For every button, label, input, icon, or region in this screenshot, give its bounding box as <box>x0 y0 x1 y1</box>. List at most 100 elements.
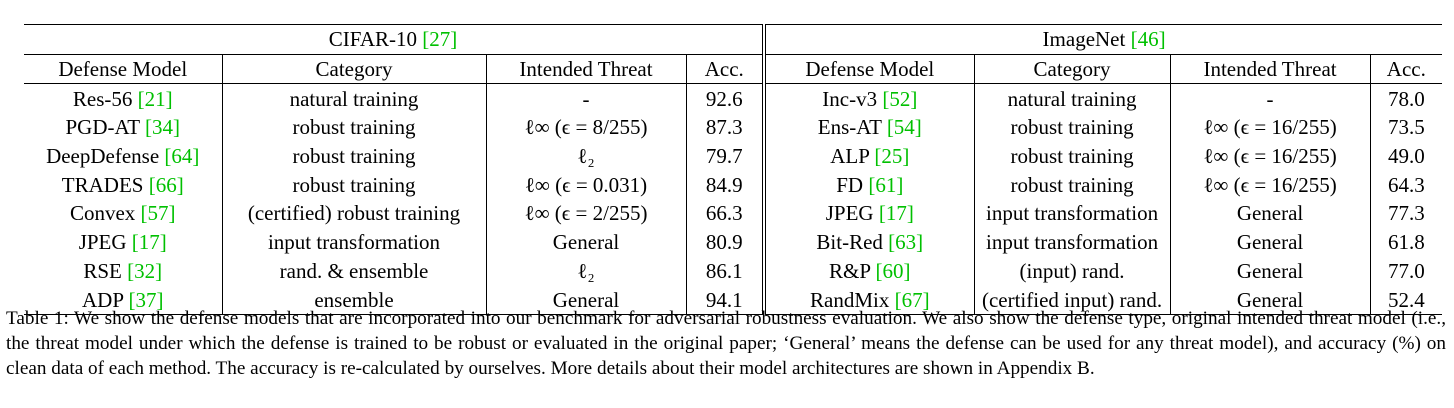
cell-defense-model-imagenet: Bit-Red [63] <box>762 227 975 257</box>
cell-intended-threat-text: ℓ₂ <box>577 258 595 283</box>
cell-acc-text: 80.9 <box>705 230 743 255</box>
cell-acc-imagenet: 77.3 <box>1369 199 1443 228</box>
caption-text: Table 1: We show the defense models that… <box>6 308 1446 379</box>
citation-link[interactable]: [52] <box>882 86 918 111</box>
cell-acc: 94.1 <box>685 285 765 315</box>
citation-link[interactable]: [63] <box>888 230 924 255</box>
cell-category: rand. & ensemble <box>221 256 486 286</box>
cell-category-imagenet: robust training <box>973 113 1171 142</box>
cell-intended-threat-text: General <box>552 230 620 255</box>
cell-acc: 80.9 <box>685 227 765 257</box>
citation-link[interactable]: [67] <box>894 287 930 312</box>
cell-defense-model-imagenet-text: FD <box>836 172 864 197</box>
table-row: TRADES [66] robust training ℓ∞ (ϵ = 0.031)… <box>24 170 1443 200</box>
cell-acc-imagenet: 78.0 <box>1369 83 1443 114</box>
cell-acc-imagenet: 73.5 <box>1369 113 1443 142</box>
cell-acc-text: 79.7 <box>705 144 743 169</box>
citation-link[interactable]: [60] <box>875 258 911 283</box>
cell-defense-model-imagenet: JPEG [17] <box>762 199 975 228</box>
citation-link[interactable]: [64] <box>164 144 200 169</box>
cell-category-imagenet-text: robust training <box>1010 144 1134 169</box>
cell-category-imagenet-text: input transformation <box>986 201 1159 226</box>
cell-intended-threat-imagenet-text: ℓ∞ (ϵ = 16/255) <box>1203 172 1337 197</box>
cell-acc-imagenet-text: 49.0 <box>1387 144 1425 169</box>
cell-acc-text: 94.1 <box>705 287 743 312</box>
cell-intended-threat-imagenet-text: - <box>1266 86 1274 111</box>
cell-defense-model-imagenet-text: Bit-Red <box>816 230 883 255</box>
cell-intended-threat-imagenet-text: General <box>1236 201 1304 226</box>
cell-acc: 84.9 <box>685 170 765 200</box>
citation-link[interactable]: [17] <box>878 201 914 226</box>
cell-acc-imagenet-text: 78.0 <box>1387 86 1425 111</box>
cell-acc-text: 87.3 <box>705 115 743 140</box>
cell-acc-imagenet-text: 52.4 <box>1387 287 1425 312</box>
cell-defense-model-text: DeepDefense <box>46 144 160 169</box>
defense-models-table: CIFAR-10 [27] ImageNet [46] Defense Mode… <box>24 24 1443 315</box>
cell-category-imagenet: robust training <box>973 170 1171 200</box>
table-row: DeepDefense [64] robust training ℓ₂ 79.7 ALP… <box>24 141 1443 171</box>
table-row: Res-56 [21] natural training - 92.6 Inc-v3 [… <box>24 83 1443 114</box>
col-header-defense-model-imagenet: Defense Model <box>762 53 975 84</box>
cell-category-text: (certified) robust training <box>247 201 461 226</box>
cell-defense-model-text: RSE <box>83 258 122 283</box>
group-imagenet-cite[interactable]: [46] <box>1130 27 1166 52</box>
group-imagenet: ImageNet [46] <box>762 24 1443 55</box>
cell-category-imagenet: robust training <box>973 141 1171 171</box>
cell-intended-threat-text: ℓ∞ (ϵ = 0.031) <box>524 172 648 197</box>
cell-intended-threat-text: - <box>582 86 590 111</box>
cell-acc-imagenet-text: 77.0 <box>1387 258 1425 283</box>
citation-link[interactable]: [32] <box>127 258 163 283</box>
citation-link[interactable]: [57] <box>140 201 176 226</box>
col-header-intended-threat-imagenet: Intended Threat <box>1169 53 1371 84</box>
cell-acc-imagenet-text: 77.3 <box>1387 201 1425 226</box>
citation-link[interactable]: [66] <box>148 172 184 197</box>
cell-acc: 86.1 <box>685 256 765 286</box>
cell-acc-text: 84.9 <box>705 172 743 197</box>
cell-category-text: ensemble <box>314 287 394 312</box>
cell-category-imagenet: input transformation <box>973 227 1171 257</box>
cell-acc-imagenet: 64.3 <box>1369 170 1443 200</box>
cell-intended-threat-imagenet-text: ℓ∞ (ϵ = 16/255) <box>1203 115 1337 140</box>
citation-link[interactable]: [25] <box>874 144 910 169</box>
cell-acc-imagenet: 52.4 <box>1369 285 1443 315</box>
cell-intended-threat-text: ℓ∞ (ϵ = 2/255) <box>524 201 648 226</box>
cell-intended-threat-imagenet: General <box>1169 199 1371 228</box>
citation-link[interactable]: [34] <box>145 115 181 140</box>
table-body: Res-56 [21] natural training - 92.6 Inc-v3 [… <box>24 83 1443 315</box>
citation-link[interactable]: [17] <box>131 230 167 255</box>
citation-link[interactable]: [37] <box>128 287 164 312</box>
cell-defense-model-imagenet-text: RandMix <box>810 287 890 312</box>
cell-acc-imagenet-text: 73.5 <box>1387 115 1425 140</box>
cell-acc: 79.7 <box>685 141 765 171</box>
citation-link[interactable]: [21] <box>137 86 173 111</box>
cell-intended-threat-text: ℓ∞ (ϵ = 8/255) <box>524 115 648 140</box>
cell-intended-threat-imagenet: General <box>1169 256 1371 286</box>
cell-category: input transformation <box>221 227 486 257</box>
cell-acc: 92.6 <box>685 83 765 114</box>
cell-category-text: robust training <box>292 172 416 197</box>
citation-link[interactable]: [61] <box>868 172 904 197</box>
cell-acc-text: 66.3 <box>705 201 743 226</box>
cell-intended-threat: - <box>485 83 686 114</box>
cell-defense-model-text: PGD-AT <box>65 115 140 140</box>
cell-acc-text: 92.6 <box>705 86 743 111</box>
cell-intended-threat-imagenet: - <box>1169 83 1371 114</box>
cell-category-imagenet-text: input transformation <box>986 230 1159 255</box>
cell-defense-model: DeepDefense [64] <box>24 142 222 171</box>
cell-defense-model-imagenet: FD [61] <box>762 170 975 200</box>
group-cifar10: CIFAR-10 [27] <box>24 24 765 55</box>
cell-defense-model: RSE [32] <box>24 257 222 286</box>
cell-intended-threat-imagenet: ℓ∞ (ϵ = 16/255) <box>1169 113 1371 142</box>
cell-intended-threat: ℓ∞ (ϵ = 0.031) <box>485 170 686 200</box>
group-cifar10-cite[interactable]: [27] <box>422 27 458 52</box>
cell-category-text: natural training <box>289 86 419 111</box>
col-header-acc: Acc. <box>685 53 765 84</box>
cell-category-imagenet-text: robust training <box>1010 115 1134 140</box>
cell-defense-model-imagenet-text: JPEG <box>825 201 874 226</box>
table-row: PGD-AT [34] robust training ℓ∞ (ϵ = 8/255)… <box>24 113 1443 142</box>
cell-category-imagenet: (certified input) rand. <box>973 285 1171 315</box>
col-header-category-imagenet: Category <box>973 53 1171 84</box>
cell-category-imagenet: natural training <box>973 83 1171 114</box>
cell-defense-model-text: TRADES <box>61 172 144 197</box>
citation-link[interactable]: [54] <box>886 115 922 140</box>
